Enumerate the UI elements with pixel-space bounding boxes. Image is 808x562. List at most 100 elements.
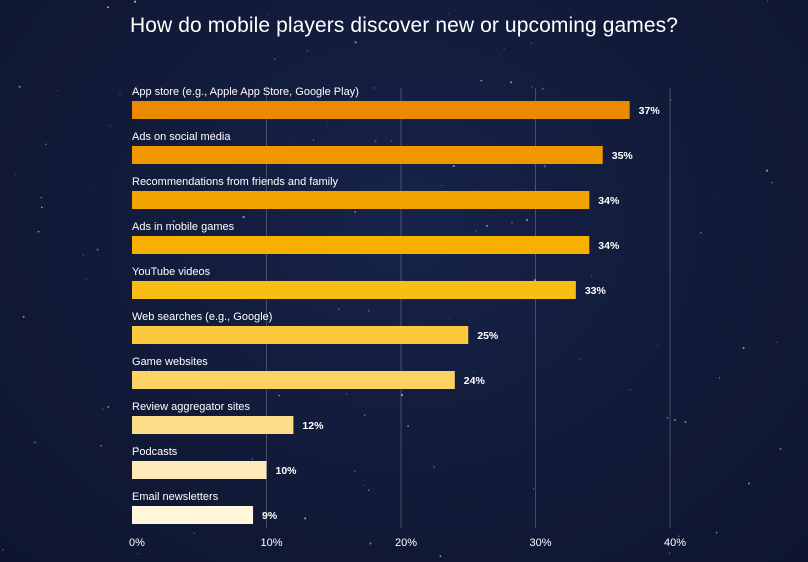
star (629, 389, 631, 390)
bar (132, 461, 267, 479)
star (673, 418, 676, 421)
star (96, 248, 99, 251)
star (362, 484, 365, 487)
star (374, 140, 377, 143)
star (134, 0, 137, 3)
star (37, 230, 40, 233)
star (251, 458, 254, 460)
star (486, 224, 489, 227)
star (65, 80, 67, 82)
star (18, 85, 21, 88)
star (215, 537, 216, 538)
x-tick-label: 10% (260, 537, 282, 549)
star (543, 165, 546, 168)
star (774, 288, 776, 290)
star (510, 81, 513, 84)
star (99, 444, 103, 447)
star (51, 199, 53, 201)
category-label: Ads in mobile games (132, 221, 235, 233)
star (357, 308, 359, 310)
star (10, 137, 12, 139)
star (90, 184, 92, 185)
star (148, 369, 150, 371)
star (717, 193, 719, 195)
value-label: 10% (276, 465, 298, 477)
star (452, 164, 455, 168)
value-label: 35% (612, 150, 634, 162)
star (107, 406, 110, 408)
star (426, 529, 428, 531)
star (14, 173, 17, 175)
star (192, 496, 194, 498)
category-label: App store (e.g., Apple App Store, Google… (132, 86, 359, 98)
star (700, 232, 702, 234)
star (473, 370, 475, 373)
x-tick-label: 20% (395, 537, 417, 549)
star (109, 125, 111, 127)
star (107, 6, 110, 9)
star (528, 3, 530, 5)
star (354, 41, 357, 44)
star (542, 88, 544, 90)
star (648, 231, 649, 232)
category-label: Game websites (132, 356, 208, 368)
star (532, 488, 535, 490)
value-label: 34% (598, 240, 620, 252)
star (182, 317, 185, 319)
category-label: Review aggregator sites (132, 401, 251, 413)
star (657, 344, 659, 346)
star (449, 318, 451, 320)
category-label: Podcasts (132, 446, 178, 458)
star (500, 55, 501, 57)
star (204, 266, 206, 267)
star (395, 314, 397, 316)
star (719, 377, 721, 379)
star (119, 93, 121, 95)
bar (132, 371, 455, 389)
star (137, 553, 139, 555)
value-label: 24% (464, 375, 486, 387)
star (141, 26, 144, 30)
x-tick-label: 40% (664, 537, 686, 549)
star (313, 139, 315, 141)
star (150, 170, 151, 172)
category-label: Recommendations from friends and family (132, 176, 339, 188)
bar (132, 101, 630, 119)
star (432, 465, 436, 468)
star (266, 15, 268, 16)
star (776, 341, 778, 343)
star (290, 140, 292, 142)
star (407, 425, 409, 428)
star (212, 132, 215, 134)
star (22, 315, 25, 318)
value-label: 25% (477, 330, 499, 342)
star (771, 181, 773, 184)
bar (132, 506, 254, 524)
star (367, 489, 370, 492)
star (722, 319, 723, 320)
star (779, 447, 782, 451)
star (742, 346, 745, 350)
bar (132, 146, 603, 164)
star (531, 85, 534, 88)
star (578, 358, 580, 360)
star (373, 87, 375, 89)
star (135, 20, 137, 22)
star (61, 494, 63, 496)
star (326, 124, 328, 127)
value-label: 12% (302, 420, 324, 432)
star (767, 0, 769, 2)
star (367, 309, 370, 313)
star (0, 273, 1, 275)
star (136, 446, 139, 449)
star (475, 230, 477, 232)
x-tick-label: 30% (529, 537, 551, 549)
star (533, 279, 537, 282)
star (568, 7, 570, 9)
star (306, 50, 308, 52)
star (101, 408, 104, 411)
bar (132, 326, 469, 344)
star (503, 47, 505, 50)
star (401, 393, 404, 397)
